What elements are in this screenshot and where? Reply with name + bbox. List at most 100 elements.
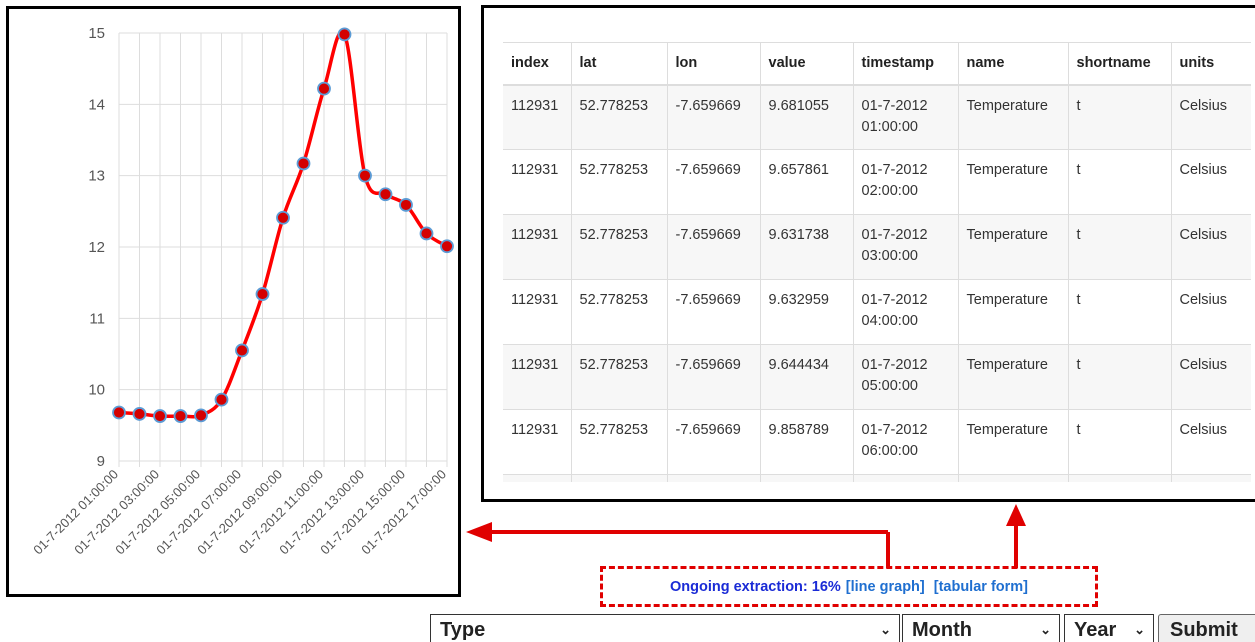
submit-button[interactable]: Submit <box>1158 614 1255 642</box>
data-point[interactable] <box>235 343 249 358</box>
cell-units: Celsius <box>1170 279 1251 345</box>
cell-lat: 52.778253 <box>570 214 667 280</box>
tabular-data-panel: index lat lon value timestamp name short… <box>481 5 1255 502</box>
line-graph-link[interactable]: [line graph] <box>845 578 925 595</box>
data-point[interactable] <box>296 156 311 171</box>
y-tick-label: 10 <box>88 382 105 399</box>
month-select-value: Month <box>912 619 972 641</box>
cell-timestamp: 01-7-2012 05:00:00 <box>852 344 958 410</box>
y-tick-label: 15 <box>88 25 105 42</box>
data-point[interactable] <box>317 81 331 96</box>
cell-timestamp: 01-7-2012 06:00:00 <box>852 409 958 475</box>
month-select[interactable]: Month ⌄ <box>902 614 1060 642</box>
cell-index-text: 112931 <box>511 97 559 114</box>
extraction-progress-text: Ongoing extraction: 16% <box>669 578 841 595</box>
cell-timestamp-text: 05:00:00 <box>861 378 918 394</box>
column-header-name[interactable]: name <box>957 42 1068 86</box>
cell-index: 112931 <box>503 279 571 345</box>
cell-lat: 52.778253 <box>570 279 667 345</box>
cell-shortname-text: t <box>1076 227 1081 243</box>
column-header-lat[interactable]: lat <box>570 42 667 86</box>
cell-value <box>759 474 853 482</box>
cell-name: Temperature <box>957 279 1068 345</box>
cell-value-text: 9.631738 <box>768 227 829 243</box>
table-row <box>503 474 1251 482</box>
y-tick-label: 13 <box>88 168 105 185</box>
cell-lat-text: 52.778253 <box>579 357 649 373</box>
cell-name <box>957 474 1068 482</box>
data-point[interactable] <box>399 198 413 212</box>
data-point[interactable] <box>194 408 208 423</box>
data-point[interactable] <box>337 27 352 42</box>
table-row: 112931 52.778253 -7.659669 9.681055 01-7-201… <box>503 84 1251 150</box>
cell-timestamp: 01-7-2012 04:00:00 <box>852 279 958 345</box>
data-point[interactable] <box>214 392 229 407</box>
column-header-value[interactable]: value <box>759 42 853 86</box>
cell-index: 112931 <box>503 344 571 410</box>
chevron-down-icon: ⌄ <box>880 622 891 637</box>
cell-value: 9.631738 <box>759 214 853 280</box>
cell-name-text: Temperature <box>966 162 1048 178</box>
data-table: index lat lon value timestamp name short… <box>503 42 1251 482</box>
arrow-to-line-graph <box>466 522 890 568</box>
cell-timestamp-text: 01-7-2012 <box>861 292 928 308</box>
year-select[interactable]: Year ⌄ <box>1064 614 1154 642</box>
y-tick-label: 11 <box>89 310 105 327</box>
arrow-to-tabular-form <box>1006 504 1026 568</box>
extraction-status-box: Ongoing extraction: 16% [line graph] [ta… <box>600 566 1098 607</box>
data-point[interactable] <box>378 187 393 202</box>
cell-name-text: Temperature <box>966 292 1048 308</box>
cell-shortname: t <box>1067 409 1171 475</box>
cell-units-text: Celsius <box>1179 422 1228 438</box>
cell-shortname-text: t <box>1076 292 1081 308</box>
data-point[interactable] <box>276 210 290 225</box>
chevron-down-icon: ⌄ <box>1134 622 1145 637</box>
cell-lon-text: -7.659669 <box>675 422 741 438</box>
cell-value: 9.858789 <box>759 409 853 475</box>
cell-lon-text: -7.659669 <box>675 357 741 373</box>
data-point[interactable] <box>255 287 270 301</box>
data-point[interactable] <box>112 405 126 420</box>
data-point[interactable] <box>358 168 372 183</box>
cell-lat: 52.778253 <box>570 344 667 410</box>
cell-value-text: 9.657861 <box>768 162 829 178</box>
cell-lon-text: -7.659669 <box>675 227 741 243</box>
cell-timestamp-text: 01-7-2012 <box>861 357 928 373</box>
column-header-shortname[interactable]: shortname <box>1067 42 1171 86</box>
data-point[interactable] <box>173 409 188 423</box>
tabular-form-link[interactable]: [tabular form] <box>933 578 1028 595</box>
column-header-units[interactable]: units <box>1170 42 1251 86</box>
y-tick-label: 14 <box>88 96 105 113</box>
cell-value: 9.644434 <box>759 344 853 410</box>
table-scroll-area[interactable]: index lat lon value timestamp name short… <box>503 42 1251 482</box>
cell-shortname-text: t <box>1076 162 1081 178</box>
cell-timestamp-text: 02:00:00 <box>861 183 918 199</box>
column-header-timestamp[interactable]: timestamp <box>852 42 958 86</box>
table-row: 112931 52.778253 -7.659669 9.657861 01-7-201… <box>503 149 1251 215</box>
cell-lon: -7.659669 <box>666 409 760 475</box>
cell-units-text: Celsius <box>1179 292 1228 308</box>
cell-index: 112931 <box>503 214 571 280</box>
data-point[interactable] <box>132 407 147 421</box>
data-point[interactable] <box>153 409 167 423</box>
data-point[interactable] <box>440 239 454 254</box>
cell-value-text: 9.644434 <box>768 357 829 373</box>
cell-units-text: Celsius <box>1179 357 1228 373</box>
column-header-lon[interactable]: lon <box>666 42 760 86</box>
year-select-value: Year <box>1074 619 1117 641</box>
cell-units: Celsius <box>1170 409 1251 475</box>
cell-units-text: Celsius <box>1179 227 1228 243</box>
data-point[interactable] <box>419 226 434 241</box>
chevron-down-icon: ⌄ <box>1040 622 1051 637</box>
y-tick-label: 12 <box>88 239 105 256</box>
cell-name: Temperature <box>957 344 1068 410</box>
cell-value-text: 9.632959 <box>768 292 829 308</box>
column-header-index[interactable]: index <box>503 42 571 86</box>
cell-index-text: 112931 <box>511 422 559 438</box>
cell-value-text: 9.858789 <box>768 422 829 438</box>
cell-value: 9.632959 <box>759 279 853 345</box>
cell-timestamp-text: 01-7-2012 <box>861 422 928 438</box>
type-select[interactable]: Type ⌄ <box>430 614 900 642</box>
cell-timestamp-text: 01-7-2012 <box>861 97 928 114</box>
